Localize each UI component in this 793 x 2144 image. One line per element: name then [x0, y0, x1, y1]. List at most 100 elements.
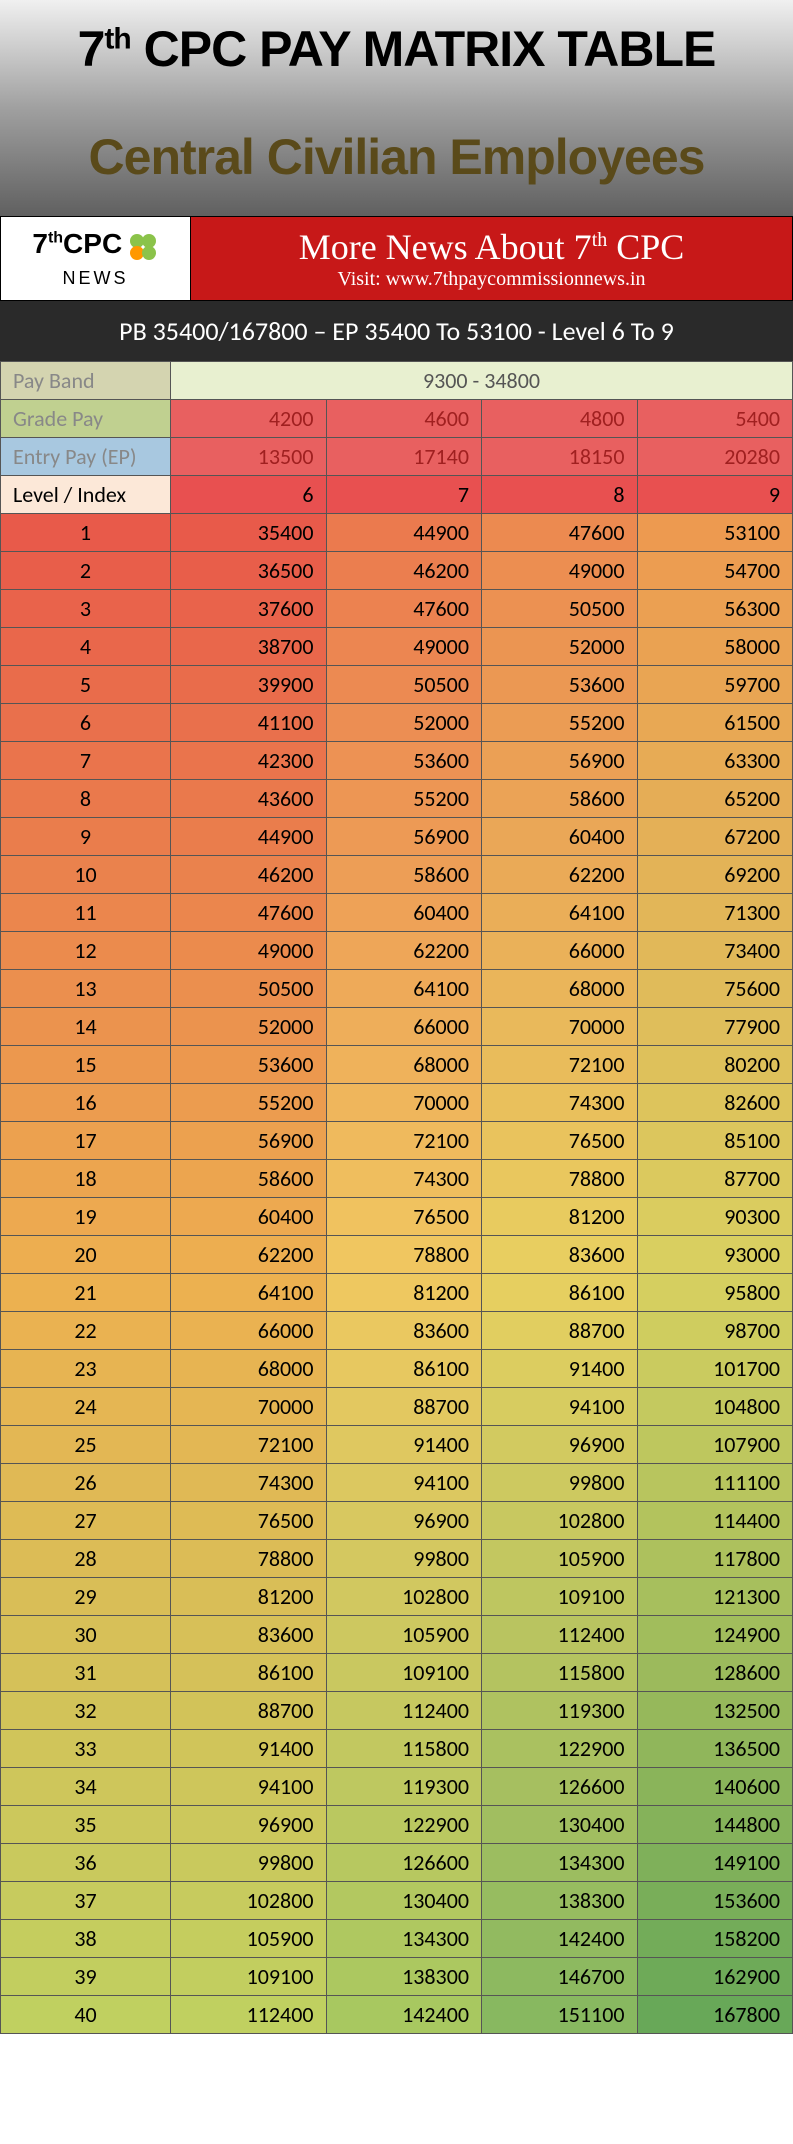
table-row: 3186100109100115800128600: [1, 1654, 793, 1692]
value-cell: 115800: [482, 1654, 638, 1692]
value-cell: 70000: [171, 1388, 327, 1426]
value-cell: 74300: [482, 1084, 638, 1122]
index-cell: 30: [1, 1616, 171, 1654]
subtitle-bar: PB 35400/167800 – EP 35400 To 53100 - Le…: [0, 301, 793, 361]
value-cell: 53600: [482, 666, 638, 704]
value-cell: 121300: [637, 1578, 793, 1616]
value-cell: 61500: [637, 704, 793, 742]
value-cell: 56300: [637, 590, 793, 628]
value-cell: 130400: [482, 1806, 638, 1844]
value-cell: 134300: [482, 1844, 638, 1882]
table-row: 38105900134300142400158200: [1, 1920, 793, 1958]
entrypay-cell: 18150: [482, 438, 638, 476]
table-row: 40112400142400151100167800: [1, 1996, 793, 2034]
payband-row: Pay Band 9300 - 34800: [1, 362, 793, 400]
value-cell: 142400: [482, 1920, 638, 1958]
entrypay-cell: 13500: [171, 438, 327, 476]
index-cell: 13: [1, 970, 171, 1008]
value-cell: 126600: [326, 1844, 482, 1882]
table-row: 37102800130400138300153600: [1, 1882, 793, 1920]
gradepay-cell: 4600: [326, 400, 482, 438]
payband-value: 9300 - 34800: [171, 362, 793, 400]
table-row: 742300536005690063300: [1, 742, 793, 780]
table-row: 1046200586006220069200: [1, 856, 793, 894]
value-cell: 76500: [171, 1502, 327, 1540]
value-cell: 124900: [637, 1616, 793, 1654]
sub-title: Central Civilian Employees: [10, 128, 783, 186]
table-row: 236500462004900054700: [1, 552, 793, 590]
value-cell: 112400: [326, 1692, 482, 1730]
index-cell: 26: [1, 1464, 171, 1502]
value-cell: 47600: [171, 894, 327, 932]
value-cell: 112400: [482, 1616, 638, 1654]
table-row: 2981200102800109100121300: [1, 1578, 793, 1616]
value-cell: 91400: [171, 1730, 327, 1768]
value-cell: 55200: [171, 1084, 327, 1122]
value-cell: 36500: [171, 552, 327, 590]
value-cell: 101700: [637, 1350, 793, 1388]
value-cell: 83600: [326, 1312, 482, 1350]
table-row: 1655200700007430082600: [1, 1084, 793, 1122]
table-row: 3083600105900112400124900: [1, 1616, 793, 1654]
value-cell: 119300: [326, 1768, 482, 1806]
value-cell: 60400: [482, 818, 638, 856]
value-cell: 62200: [171, 1236, 327, 1274]
value-cell: 134300: [326, 1920, 482, 1958]
value-cell: 54700: [637, 552, 793, 590]
title-sup: th: [104, 22, 130, 55]
value-cell: 50500: [482, 590, 638, 628]
value-cell: 102800: [482, 1502, 638, 1540]
value-cell: 146700: [482, 1958, 638, 1996]
value-cell: 64100: [326, 970, 482, 1008]
table-row: 337600476005050056300: [1, 590, 793, 628]
value-cell: 78800: [326, 1236, 482, 1274]
index-cell: 18: [1, 1160, 171, 1198]
value-cell: 76500: [326, 1198, 482, 1236]
value-cell: 138300: [482, 1882, 638, 1920]
table-row: 3288700112400119300132500: [1, 1692, 793, 1730]
index-cell: 12: [1, 932, 171, 970]
gradepay-label: Grade Pay: [1, 400, 171, 438]
index-cell: 34: [1, 1768, 171, 1806]
value-cell: 46200: [171, 856, 327, 894]
value-cell: 41100: [171, 704, 327, 742]
value-cell: 43600: [171, 780, 327, 818]
value-cell: 59700: [637, 666, 793, 704]
index-cell: 29: [1, 1578, 171, 1616]
value-cell: 151100: [482, 1996, 638, 2034]
table-row: 438700490005200058000: [1, 628, 793, 666]
page-container: 7th CPC PAY MATRIX TABLE Central Civilia…: [0, 0, 793, 2034]
value-cell: 62200: [482, 856, 638, 894]
index-cell: 23: [1, 1350, 171, 1388]
value-cell: 58600: [326, 856, 482, 894]
index-cell: 14: [1, 1008, 171, 1046]
value-cell: 63300: [637, 742, 793, 780]
table-row: 539900505005360059700: [1, 666, 793, 704]
level-cell: 6: [171, 476, 327, 514]
value-cell: 115800: [326, 1730, 482, 1768]
value-cell: 44900: [171, 818, 327, 856]
value-cell: 72100: [482, 1046, 638, 1084]
value-cell: 99800: [482, 1464, 638, 1502]
value-cell: 60400: [171, 1198, 327, 1236]
index-cell: 31: [1, 1654, 171, 1692]
value-cell: 53100: [637, 514, 793, 552]
value-cell: 87700: [637, 1160, 793, 1198]
index-cell: 1: [1, 514, 171, 552]
value-cell: 99800: [171, 1844, 327, 1882]
level-row: Level / Index 6 7 8 9: [1, 476, 793, 514]
value-cell: 66000: [326, 1008, 482, 1046]
value-cell: 94100: [171, 1768, 327, 1806]
value-cell: 71300: [637, 894, 793, 932]
value-cell: 99800: [326, 1540, 482, 1578]
table-row: 287880099800105900117800: [1, 1540, 793, 1578]
index-cell: 24: [1, 1388, 171, 1426]
logo-text: 7thCPC: [32, 228, 122, 259]
value-cell: 109100: [171, 1958, 327, 1996]
value-cell: 153600: [637, 1882, 793, 1920]
value-cell: 96900: [482, 1426, 638, 1464]
index-cell: 4: [1, 628, 171, 666]
value-cell: 96900: [326, 1502, 482, 1540]
pay-matrix-table: Pay Band 9300 - 34800 Grade Pay 4200 460…: [0, 361, 793, 2034]
value-cell: 65200: [637, 780, 793, 818]
